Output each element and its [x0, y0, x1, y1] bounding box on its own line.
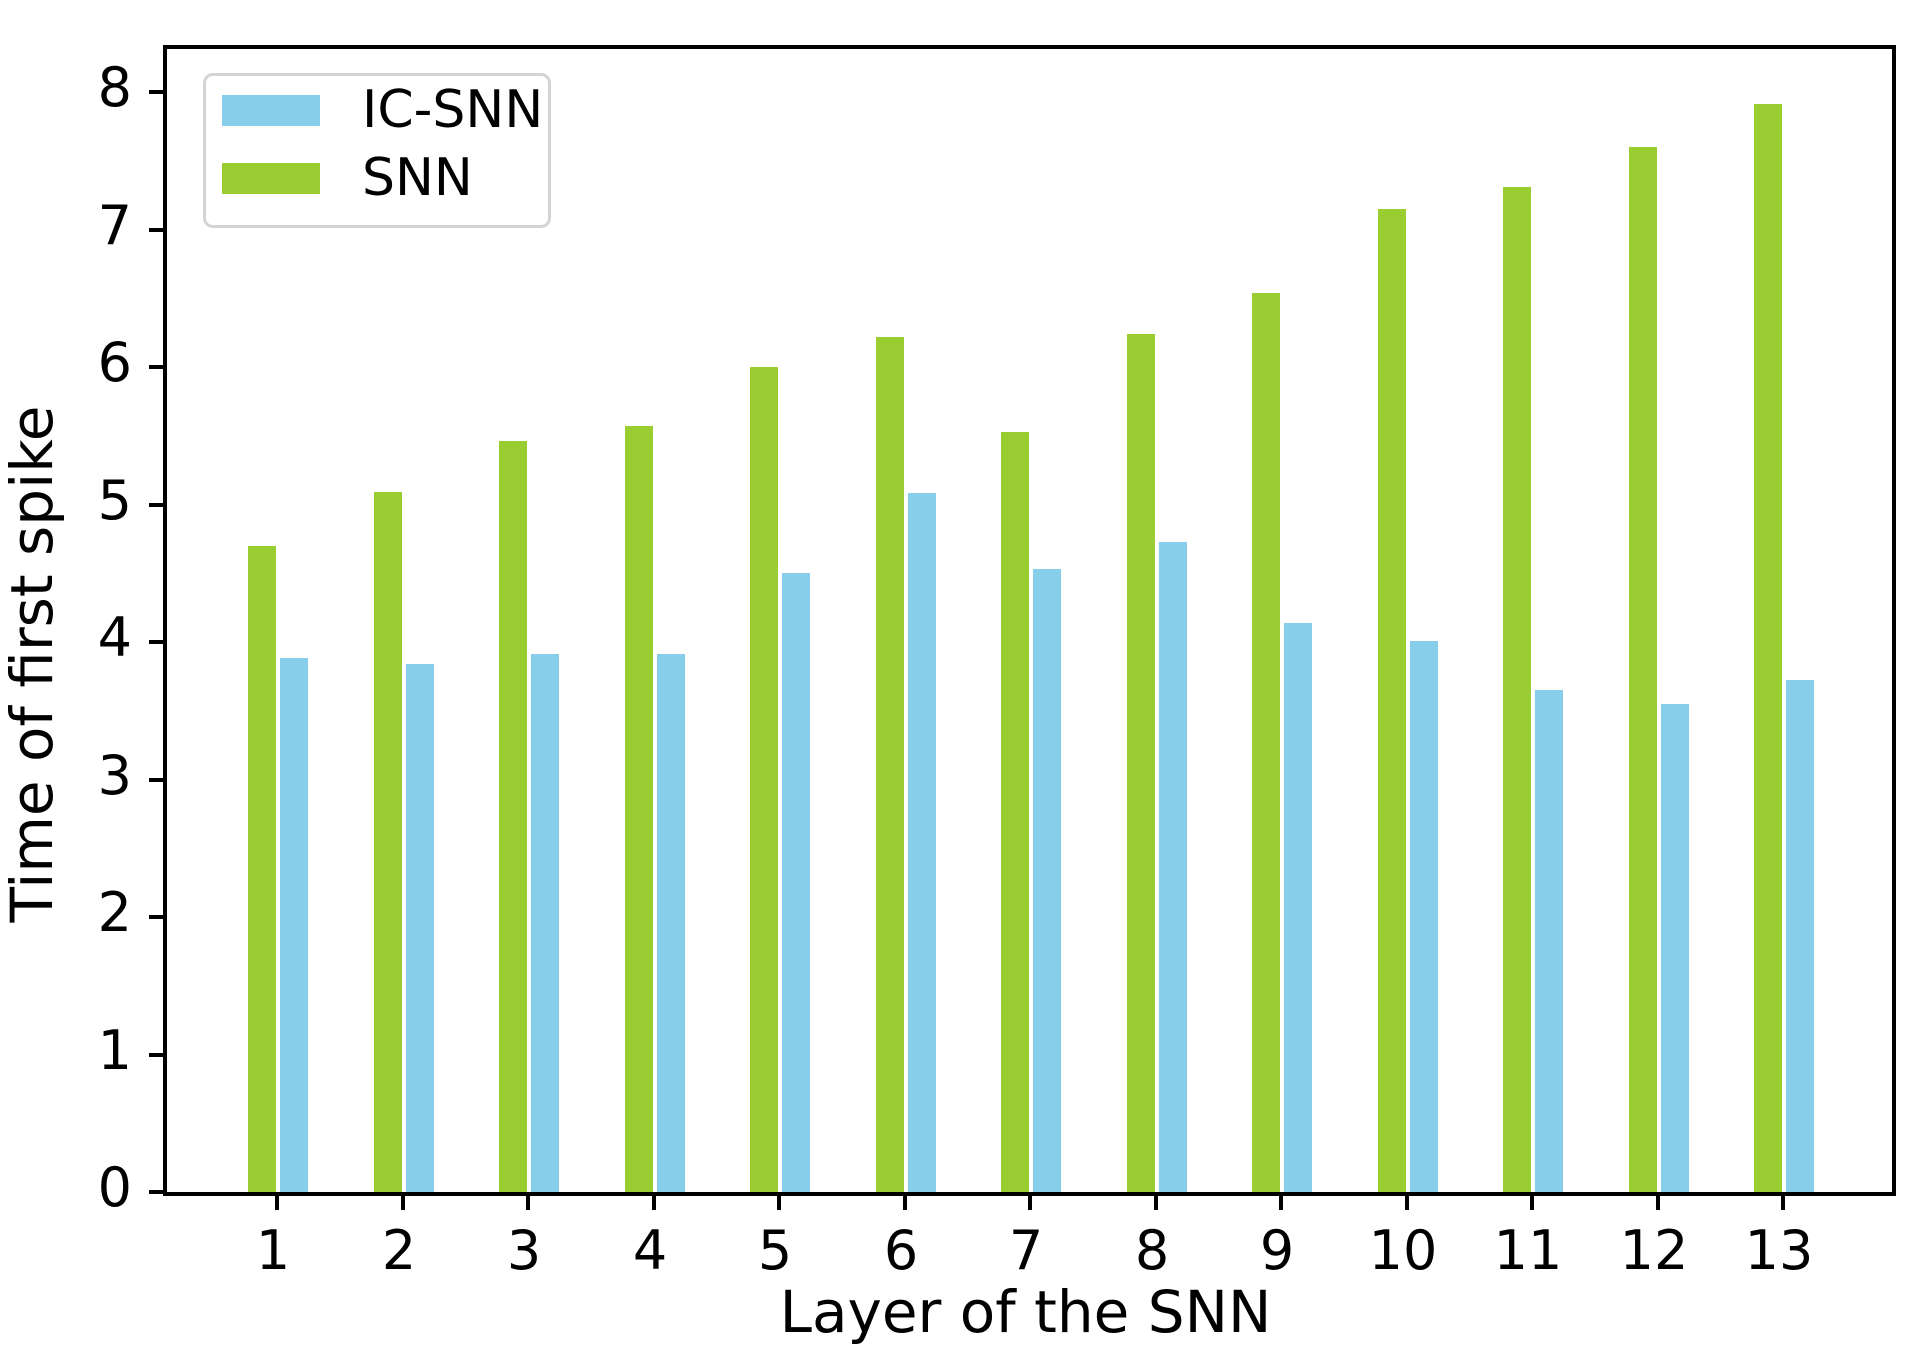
snn-bar	[1629, 147, 1657, 1192]
x-tick	[1405, 1192, 1409, 1210]
ic-snn-bar	[657, 654, 685, 1192]
x-tick	[401, 1192, 405, 1210]
snn-bar	[374, 492, 402, 1192]
snn-bar	[248, 546, 276, 1192]
y-tick-label: 3	[97, 744, 132, 807]
snn-bar	[1127, 334, 1155, 1192]
x-tick	[275, 1192, 279, 1210]
x-tick-label: 7	[1008, 1219, 1044, 1282]
ic-snn-bar	[280, 658, 308, 1192]
y-tick	[149, 915, 167, 919]
y-tick-label: 6	[97, 331, 132, 394]
y-tick-label: 4	[97, 606, 132, 669]
y-tick-label: 8	[97, 56, 132, 119]
x-tick-label: 1	[255, 1219, 291, 1282]
ic-snn-bar	[782, 573, 810, 1192]
y-tick	[149, 778, 167, 782]
ic-snn-bar	[406, 664, 434, 1192]
ic-snn-bar	[1661, 704, 1689, 1192]
x-tick-label: 9	[1259, 1219, 1295, 1282]
x-tick-label: 3	[506, 1219, 542, 1282]
y-tick-label: 2	[97, 881, 132, 944]
ic-snn-bar	[1410, 641, 1438, 1192]
legend-swatch-ic-snn	[222, 94, 320, 126]
ic-snn-bar	[1033, 569, 1061, 1192]
legend-label: IC-SNN	[362, 80, 544, 140]
y-tick	[149, 1190, 167, 1194]
x-tick	[903, 1192, 907, 1210]
legend-row: IC-SNN	[222, 80, 543, 140]
y-tick	[149, 503, 167, 507]
legend: IC-SNN SNN	[203, 73, 551, 228]
x-tick	[652, 1192, 656, 1210]
ic-snn-bar	[1159, 542, 1187, 1192]
x-tick	[777, 1192, 781, 1210]
y-tick-label: 0	[97, 1156, 132, 1219]
snn-bar	[499, 441, 527, 1192]
ic-snn-bar	[908, 493, 936, 1192]
ic-snn-bar	[1284, 623, 1312, 1192]
x-tick-label: 10	[1368, 1219, 1438, 1282]
legend-swatch-snn	[222, 162, 320, 194]
plot-area	[149, 45, 1896, 1210]
ic-snn-bar	[531, 654, 559, 1192]
snn-bar	[625, 426, 653, 1192]
x-tick	[1656, 1192, 1660, 1210]
snn-bar	[1252, 293, 1280, 1192]
x-tick	[1530, 1192, 1534, 1210]
x-tick-label: 6	[883, 1219, 919, 1282]
x-tick	[526, 1192, 530, 1210]
x-tick-label: 2	[381, 1219, 417, 1282]
x-tick	[1279, 1192, 1283, 1210]
y-tick-label: 7	[97, 194, 132, 257]
y-tick	[149, 640, 167, 644]
y-tick	[149, 90, 167, 94]
ic-snn-bar	[1786, 680, 1814, 1192]
x-tick-label: 5	[757, 1219, 793, 1282]
snn-bar	[750, 367, 778, 1192]
snn-bar	[1378, 209, 1406, 1192]
y-tick	[149, 1053, 167, 1057]
snn-bar	[1754, 104, 1782, 1192]
x-axis-label: Layer of the SNN	[779, 1278, 1272, 1346]
y-axis-label: Time of first spike	[0, 405, 66, 923]
x-tick-label: 12	[1619, 1219, 1689, 1282]
x-tick	[1781, 1192, 1785, 1210]
x-tick-label: 11	[1493, 1219, 1563, 1282]
y-tick-label: 1	[97, 1019, 132, 1082]
snn-bar	[1503, 187, 1531, 1192]
x-tick-label: 13	[1744, 1219, 1814, 1282]
snn-bar	[876, 337, 904, 1192]
ic-snn-bar	[1535, 690, 1563, 1192]
legend-row: SNN	[222, 148, 473, 208]
y-tick	[149, 228, 167, 232]
x-tick	[1028, 1192, 1032, 1210]
y-tick-label: 5	[97, 469, 132, 532]
x-tick-label: 4	[632, 1219, 668, 1282]
x-tick	[1154, 1192, 1158, 1210]
y-tick	[149, 365, 167, 369]
snn-bar	[1001, 432, 1029, 1192]
x-tick-label: 8	[1134, 1219, 1170, 1282]
legend-label: SNN	[362, 148, 473, 208]
